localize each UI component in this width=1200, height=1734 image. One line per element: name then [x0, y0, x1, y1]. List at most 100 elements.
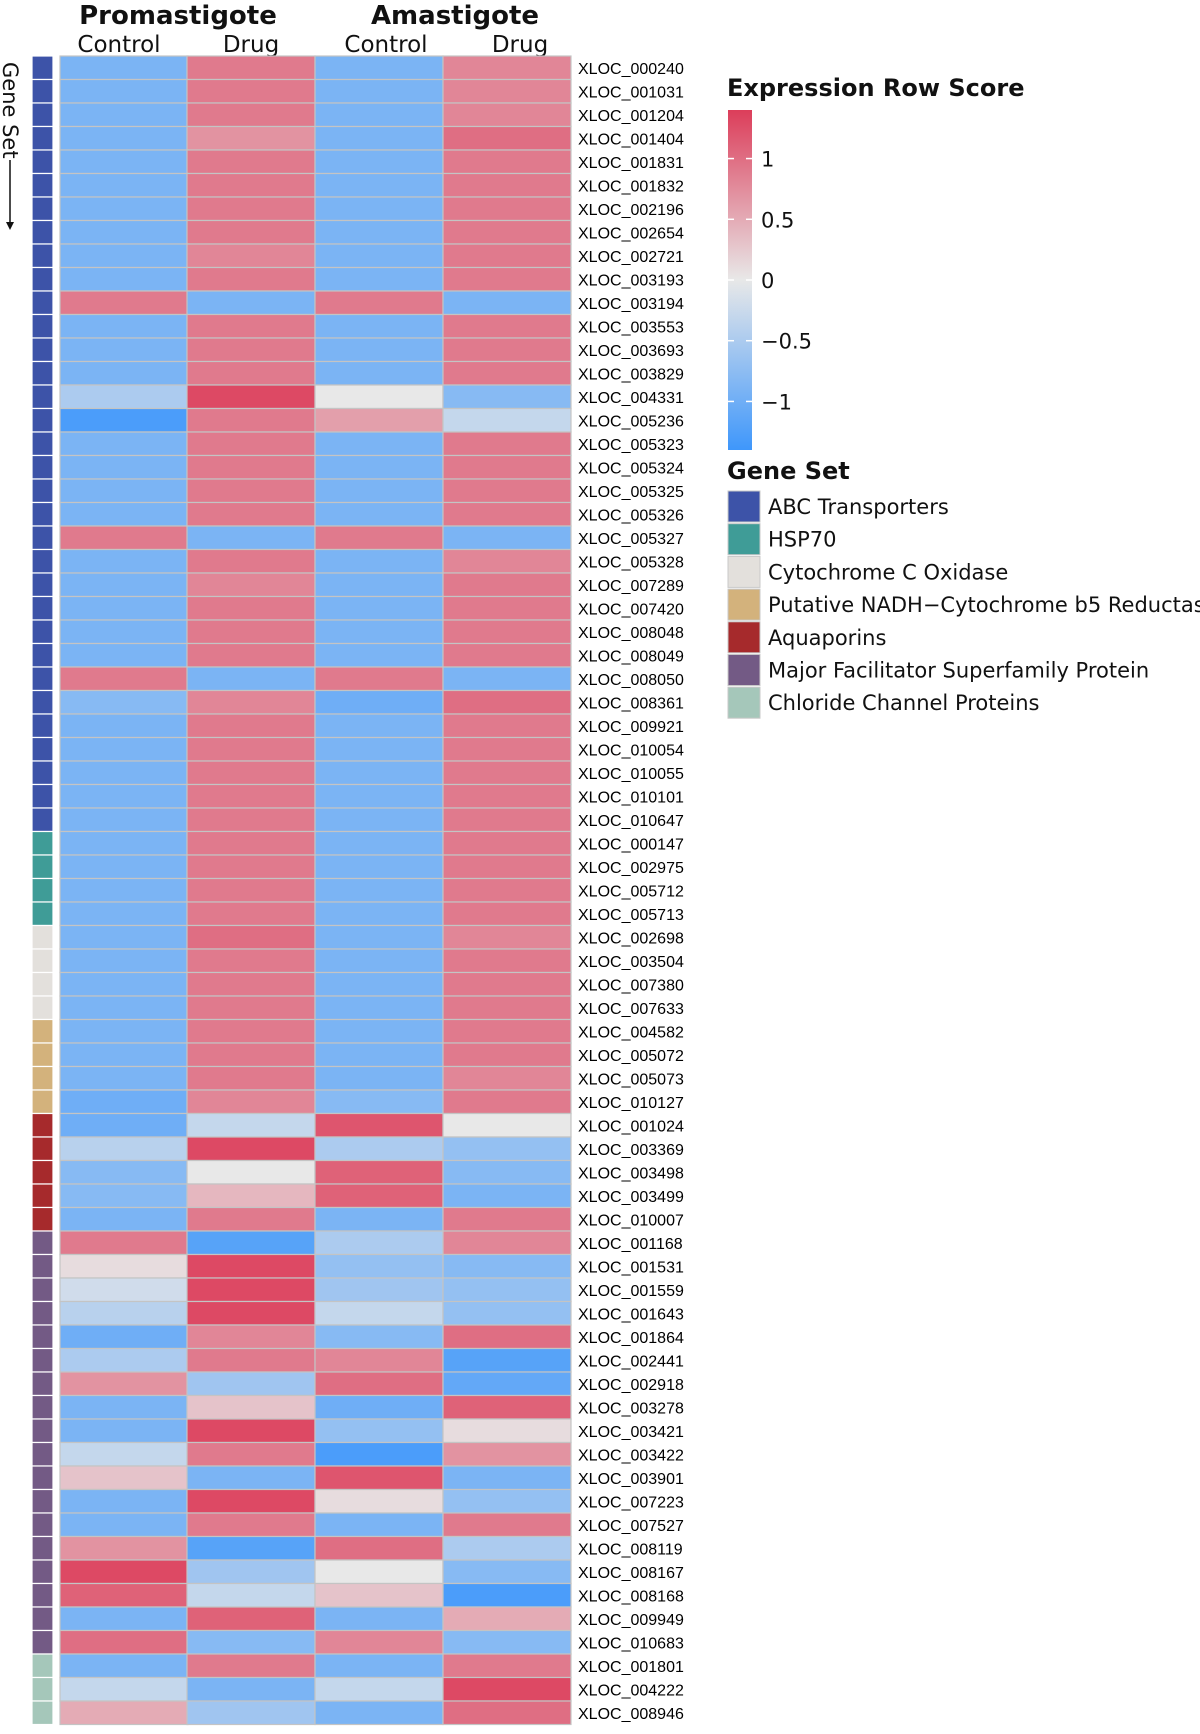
row-label: XLOC_003829: [578, 366, 684, 383]
heatmap-cell: [314, 995, 444, 1021]
heatmap-cell: [59, 1300, 189, 1326]
heatmap-cell: [59, 1394, 189, 1420]
row-label: XLOC_008048: [578, 625, 684, 642]
heatmap-cell: [314, 1582, 444, 1608]
heatmap-cell: [59, 971, 189, 997]
gene-set-legend-label: Major Facilitator Superfamily Protein: [768, 659, 1149, 683]
heatmap-cell: [59, 501, 189, 527]
row-label: XLOC_000240: [578, 61, 684, 78]
heatmap-cell: [186, 407, 316, 433]
row-label: XLOC_002698: [578, 930, 684, 947]
heatmap-cell: [314, 548, 444, 574]
heatmap-cell: [186, 290, 316, 316]
heatmap-cell: [442, 1136, 572, 1162]
heatmap-cell: [59, 431, 189, 457]
heatmap-cell: [186, 689, 316, 715]
heatmap-cell: [186, 830, 316, 856]
heatmap-cell: [314, 1606, 444, 1632]
heatmap-cell: [59, 1159, 189, 1185]
heatmap-cell: [59, 1512, 189, 1538]
heatmap-cell: [314, 1277, 444, 1303]
heatmap-cell: [59, 1441, 189, 1467]
heatmap-cell: [186, 1535, 316, 1561]
heatmap-cell: [442, 1065, 572, 1091]
gene-set-strip-cell: [31, 1676, 54, 1702]
row-label: XLOC_003504: [578, 954, 684, 971]
heatmap-cell: [442, 1324, 572, 1350]
gene-set-strip-cell: [31, 1512, 54, 1538]
condition-label-amastigote-drug: Drug: [492, 32, 548, 58]
heatmap-cell: [186, 924, 316, 950]
heatmap-cell: [314, 619, 444, 645]
gene-set-strip-cell: [31, 713, 54, 739]
row-label: XLOC_001024: [578, 1118, 684, 1135]
heatmap-cell: [186, 1300, 316, 1326]
gene-set-strip-cell: [31, 1253, 54, 1279]
heatmap-cell: [186, 384, 316, 410]
row-label: XLOC_003369: [578, 1142, 684, 1159]
row-label: XLOC_001864: [578, 1330, 684, 1347]
row-label: XLOC_010101: [578, 789, 684, 806]
gene-set-strip-cell: [31, 924, 54, 950]
gene-set-strip-cell: [31, 619, 54, 645]
heatmap-cell: [59, 1535, 189, 1561]
heatmap-cell: [59, 572, 189, 598]
heatmap-cell: [314, 736, 444, 762]
heatmap-cell: [186, 1629, 316, 1655]
heatmap-cell: [59, 1277, 189, 1303]
heatmap-cell: [59, 877, 189, 903]
row-label: XLOC_008049: [578, 648, 684, 665]
colorbar-ticks: 1 0.5 0 −0.5 −1: [728, 148, 812, 414]
heatmap-cell: [186, 1159, 316, 1185]
row-label: XLOC_001801: [578, 1659, 684, 1676]
heatmap-cell: [314, 1065, 444, 1091]
row-label: XLOC_001168: [578, 1236, 683, 1253]
row-label: XLOC_008168: [578, 1588, 684, 1605]
row-label: XLOC_002654: [578, 225, 684, 242]
row-label: XLOC_001031: [578, 84, 684, 101]
gene-set-legend-swatch: [727, 490, 761, 523]
heatmap-cell: [442, 407, 572, 433]
gene-set-strip-cell: [31, 572, 54, 598]
heatmap-cell: [314, 1347, 444, 1373]
gene-set-strip-cell: [31, 877, 54, 903]
heatmap-cell: [59, 266, 189, 292]
row-label: XLOC_002918: [578, 1377, 684, 1394]
row-label: XLOC_008119: [578, 1541, 683, 1558]
heatmap-cell: [59, 243, 189, 269]
heatmap-cell: [314, 102, 444, 128]
heatmap-cell: [186, 572, 316, 598]
heatmap-cell: [59, 1065, 189, 1091]
gene-set-strip-cell: [31, 1089, 54, 1115]
heatmap-cell: [59, 548, 189, 574]
row-label: XLOC_007527: [578, 1518, 684, 1535]
gene-set-strip-cell: [31, 290, 54, 316]
row-label: XLOC_005325: [578, 484, 684, 501]
condition-label-promastigote-drug: Drug: [223, 32, 279, 58]
heatmap-cell: [59, 407, 189, 433]
heatmap-cell: [442, 854, 572, 880]
heatmap-cell: [442, 901, 572, 927]
heatmap-cell: [186, 713, 316, 739]
row-label: XLOC_002721: [578, 249, 684, 266]
heatmap-cell: [314, 572, 444, 598]
gene-set-side-title: Gene Set: [0, 62, 22, 230]
heatmap-cell: [314, 55, 444, 81]
gene-set-legend-label: ABC Transporters: [768, 495, 949, 519]
heatmap-cell: [186, 478, 316, 504]
heatmap-cell: [442, 290, 572, 316]
heatmap-cell: [314, 501, 444, 527]
heatmap-cell: [442, 1582, 572, 1608]
gene-set-strip-cell: [31, 1277, 54, 1303]
heatmap-cell: [442, 572, 572, 598]
gene-set-strip-cell: [31, 454, 54, 480]
heatmap-cell: [442, 1441, 572, 1467]
heatmap-cell: [442, 125, 572, 151]
heatmap-cell: [186, 807, 316, 833]
heatmap-cell: [186, 102, 316, 128]
heatmap-cell: [314, 689, 444, 715]
gene-set-strip-cell: [31, 689, 54, 715]
heatmap-cell: [442, 1253, 572, 1279]
heatmap-cell: [442, 807, 572, 833]
heatmap-cell: [59, 1018, 189, 1044]
